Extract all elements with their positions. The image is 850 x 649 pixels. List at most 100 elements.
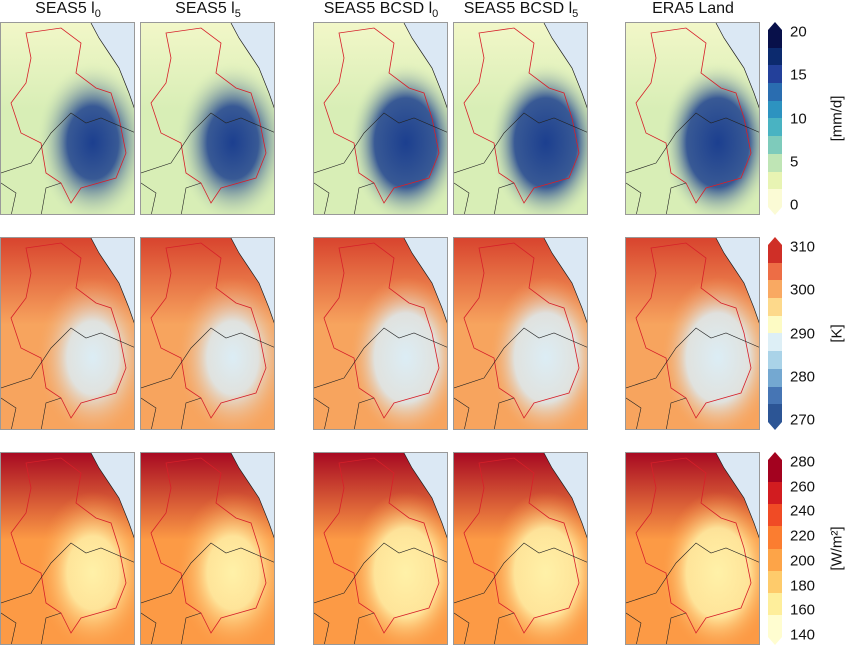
basin-border	[314, 542, 447, 644]
colorbar-segment	[768, 333, 782, 352]
map-panel-precipitation	[140, 22, 275, 215]
colorbar-tick-label: 310	[790, 238, 816, 256]
colorbar-segment	[768, 548, 782, 571]
colorbar-tick-label: 5	[790, 153, 799, 171]
colorbar-segment	[768, 504, 782, 527]
map-panel-radiation	[453, 452, 588, 645]
coastline	[543, 453, 587, 539]
colorbar-tick-label: 180	[790, 577, 816, 595]
colorbar-segment	[768, 351, 782, 369]
colorbar-tick-label: 280	[790, 453, 816, 471]
sea-area	[231, 453, 274, 538]
colorbar-tick-label: 20	[790, 23, 807, 41]
map-panel-temperature	[625, 237, 760, 430]
region-border	[150, 27, 267, 204]
colorbar-tick-label: 280	[790, 368, 816, 386]
colorbar-segment	[768, 482, 782, 505]
region-border	[635, 27, 752, 204]
coastline	[715, 23, 759, 109]
sea-area	[716, 453, 759, 538]
colorbar-segment	[768, 100, 782, 119]
map-panel-radiation	[0, 452, 135, 645]
region-border	[635, 457, 752, 634]
colorbar-tick-label: 270	[790, 411, 816, 429]
map-panel-temperature	[453, 237, 588, 430]
colorbar-tick-label: 160	[790, 601, 816, 619]
coastline	[715, 453, 759, 539]
region-border	[323, 27, 440, 204]
colorbar-segment	[768, 386, 782, 405]
title-text: SEAS5 l	[35, 0, 95, 17]
colorbar-max-arrow	[768, 452, 782, 460]
map-panel-precipitation	[625, 22, 760, 215]
colorbar-tick-label: 260	[790, 478, 816, 496]
title-text: SEAS5 BCSD l	[463, 0, 573, 17]
coastline	[403, 238, 447, 324]
region-border	[10, 27, 127, 204]
colorbar-max-arrow	[768, 22, 782, 30]
basin-border	[141, 542, 274, 644]
colorbar-unit-label: [mm/d]	[828, 95, 846, 141]
coastline	[230, 238, 274, 324]
coastline	[403, 23, 447, 109]
basin-border	[1, 327, 134, 429]
colorbar-segment	[768, 404, 782, 422]
sea-area	[231, 238, 274, 323]
region-border	[463, 27, 580, 204]
basin-border	[1, 112, 134, 214]
colorbar-temperature	[768, 237, 782, 430]
title-subscript: 5	[572, 8, 579, 21]
colorbar-tick-label: 240	[790, 502, 816, 520]
colorbar-max-arrow	[768, 237, 782, 245]
colorbar-segment	[768, 262, 782, 281]
colorbar-segment	[768, 368, 782, 387]
region-border	[323, 457, 440, 634]
sea-area	[404, 453, 447, 538]
map-panel-radiation	[625, 452, 760, 645]
column-title: SEAS5 BCSD l0	[311, 0, 451, 20]
basin-border	[626, 112, 759, 214]
basin-border	[454, 327, 587, 429]
column-title: ERA5 Land	[623, 0, 763, 18]
sea-area	[91, 238, 134, 323]
colorbar-segment	[768, 47, 782, 66]
colorbar-tick-label: 220	[790, 527, 816, 545]
colorbar-tick-label: 0	[790, 196, 799, 214]
coastline	[715, 238, 759, 324]
colorbar-segment	[768, 280, 782, 299]
colorbar-min-arrow	[768, 206, 782, 215]
column-title: SEAS5 l5	[138, 0, 278, 20]
colorbar-segment	[768, 83, 782, 101]
colorbar-segment	[768, 570, 782, 593]
colorbar-unit-label: [K]	[828, 323, 846, 343]
map-panel-radiation	[313, 452, 448, 645]
map-panel-temperature	[313, 237, 448, 430]
sea-area	[716, 238, 759, 323]
colorbar-tick-label: 200	[790, 552, 816, 570]
basin-border	[454, 542, 587, 644]
region-border	[323, 242, 440, 419]
region-border	[10, 242, 127, 419]
column-title: SEAS5 l0	[0, 0, 138, 20]
colorbar-tick-label: 300	[790, 281, 816, 299]
colorbar-radiation	[768, 452, 782, 645]
region-border	[150, 242, 267, 419]
colorbar-segment	[768, 65, 782, 84]
colorbar-unit-label: [W/m²]	[828, 525, 846, 571]
colorbar-segment	[768, 592, 782, 615]
sea-area	[91, 23, 134, 108]
region-border	[10, 457, 127, 634]
title-subscript: 0	[94, 8, 101, 21]
basin-border	[1, 542, 134, 644]
colorbar-segment	[768, 118, 782, 137]
sea-area	[544, 23, 587, 108]
colorbar-precipitation	[768, 22, 782, 215]
colorbar-segment	[768, 298, 782, 316]
title-subscript: 0	[432, 8, 439, 21]
colorbar-segment	[768, 30, 782, 48]
colorbar-min-arrow	[768, 421, 782, 430]
coastline	[403, 453, 447, 539]
title-text: SEAS5 l	[175, 0, 235, 17]
colorbar-tick-label: 290	[790, 325, 816, 342]
basin-border	[626, 327, 759, 429]
